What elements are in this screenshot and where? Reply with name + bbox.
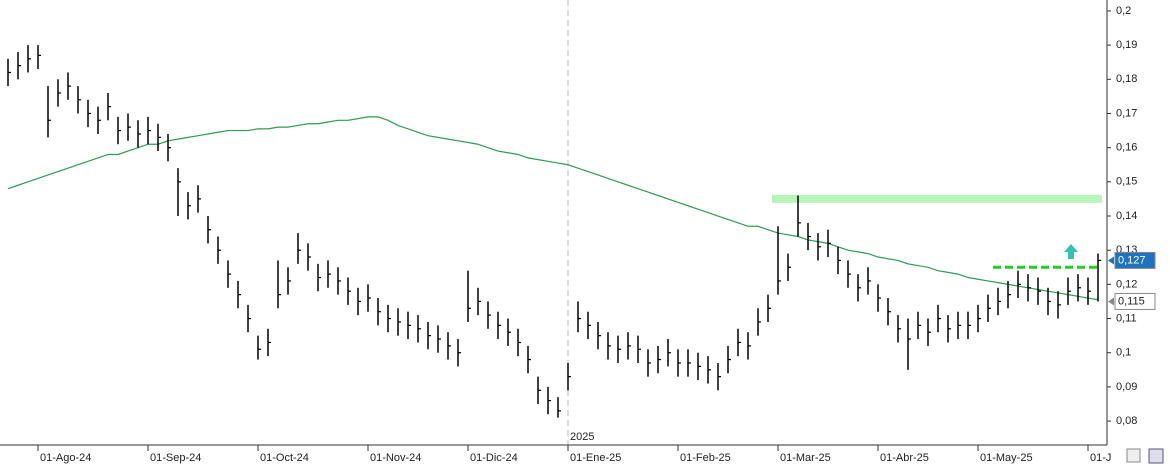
x-tick-label: 01-Dic-24	[470, 452, 518, 464]
x-tick-label: 01-Mar-25	[780, 452, 831, 464]
price-label: 0,127	[1118, 254, 1146, 266]
x-tick-label: 01-Abr-25	[880, 452, 929, 464]
y-tick-label: 0,18	[1116, 73, 1137, 85]
x-tick-label: 01-Sep-24	[150, 452, 201, 464]
x-tick-label: 01-Ago-24	[40, 452, 91, 464]
save-icon[interactable]	[1148, 448, 1164, 464]
y-tick-label: 0,19	[1116, 39, 1137, 51]
x-tick-label: 01-Nov-24	[370, 452, 421, 464]
y-tick-label: 0,14	[1116, 210, 1137, 222]
y-tick-label: 0,12	[1116, 278, 1137, 290]
y-tick-label: 0,15	[1116, 176, 1137, 188]
x-tick-label: 01-Oct-24	[260, 452, 309, 464]
y-tick-label: 0,1	[1116, 347, 1131, 359]
y-tick-label: 0,08	[1116, 415, 1137, 427]
year-label: 2025	[570, 431, 594, 443]
x-tick-label: 01-Ene-25	[570, 452, 621, 464]
y-tick-label: 0,17	[1116, 107, 1137, 119]
price-label-box	[1114, 292, 1156, 310]
signal-arrow	[1064, 244, 1078, 259]
y-tick-label: 0,11	[1116, 312, 1137, 324]
y-tick-label: 0,16	[1116, 142, 1137, 154]
moving-average	[7, 116, 1099, 301]
x-tick-label: 01-J	[1090, 452, 1111, 464]
price-pointer	[1108, 297, 1114, 306]
x-tick-label: 01-May-25	[980, 452, 1033, 464]
y-tick-label: 0,09	[1116, 381, 1137, 393]
x-tick-label: 01-Feb-25	[680, 452, 731, 464]
price-label: 0,115	[1118, 295, 1145, 307]
price-pointer	[1108, 256, 1114, 265]
y-tick-label: 0,2	[1116, 5, 1131, 17]
tool-icon[interactable]	[1126, 448, 1141, 463]
price-label-box	[1114, 251, 1156, 269]
